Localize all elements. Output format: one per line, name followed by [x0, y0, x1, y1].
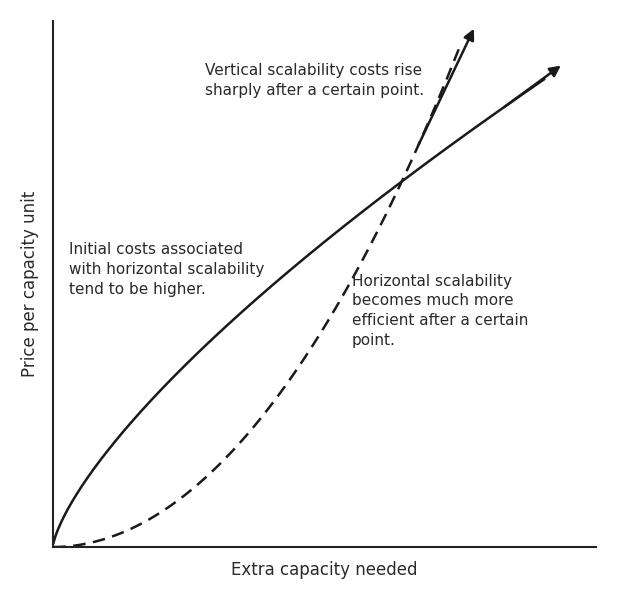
Text: Initial costs associated
with horizontal scalability
tend to be higher.: Initial costs associated with horizontal…	[69, 242, 265, 296]
Text: Vertical scalability costs rise
sharply after a certain point.: Vertical scalability costs rise sharply …	[205, 63, 424, 98]
Y-axis label: Price per capacity unit: Price per capacity unit	[21, 191, 39, 377]
Text: Horizontal scalability
becomes much more
efficient after a certain
point.: Horizontal scalability becomes much more…	[352, 274, 528, 348]
X-axis label: Extra capacity needed: Extra capacity needed	[231, 561, 418, 579]
